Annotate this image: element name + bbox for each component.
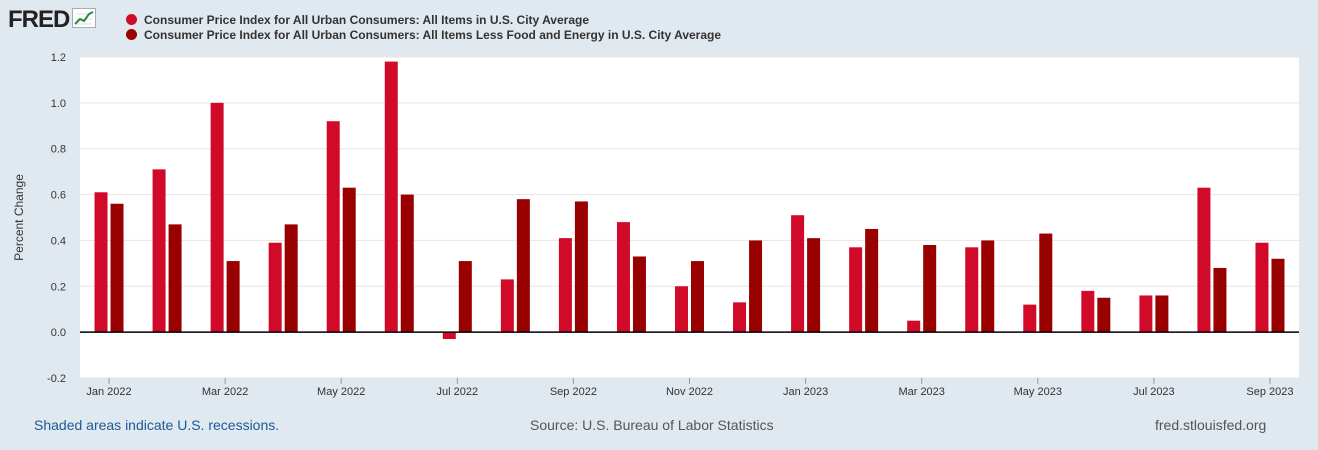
y-tick-label: 0.8: [51, 144, 66, 156]
x-tick-label: May 2023: [1014, 386, 1062, 398]
bar-series1[interactable]: [733, 302, 747, 333]
bar-series1[interactable]: [558, 238, 572, 333]
bars: [94, 61, 1285, 340]
bar-series2[interactable]: [749, 240, 763, 333]
bar-series1[interactable]: [1081, 290, 1095, 333]
line-chart-icon: [72, 7, 97, 33]
bar-series2[interactable]: [807, 238, 821, 333]
legend-label-series1: Consumer Price Index for All Urban Consu…: [144, 12, 589, 27]
x-tick-label: Sep 2022: [550, 386, 597, 398]
bar-series1[interactable]: [1255, 242, 1269, 333]
legend-item-series2[interactable]: Consumer Price Index for All Urban Consu…: [126, 27, 721, 42]
bar-series2[interactable]: [516, 199, 530, 333]
y-tick-label: 1.2: [51, 52, 66, 64]
bar-series2[interactable]: [1271, 258, 1285, 333]
bar-series2[interactable]: [110, 203, 124, 333]
bar-series2[interactable]: [1155, 295, 1169, 333]
bar-series1[interactable]: [907, 320, 921, 333]
bar-series1[interactable]: [1197, 187, 1211, 333]
y-axis-ticks: -0.2 0.0 0.2 0.4 0.6 0.8 1.0 1.2: [47, 52, 66, 385]
legend-marker-series2: [126, 29, 137, 40]
bar-series2[interactable]: [226, 261, 240, 333]
recession-note: Shaded areas indicate U.S. recessions.: [34, 417, 280, 433]
chart-legend: Consumer Price Index for All Urban Consu…: [126, 12, 721, 42]
y-tick-label: 1.0: [51, 98, 66, 110]
bar-series2[interactable]: [691, 261, 704, 333]
bar-series1[interactable]: [442, 332, 456, 340]
bar-series1[interactable]: [675, 286, 688, 333]
x-tick-label: Nov 2022: [666, 386, 713, 398]
fred-logo[interactable]: FRED: [8, 6, 97, 33]
source-note: Source: U.S. Bureau of Labor Statistics: [530, 417, 774, 433]
x-tick-label: Jul 2023: [1133, 386, 1175, 398]
bar-series2[interactable]: [1039, 233, 1053, 333]
y-tick-label: -0.2: [47, 373, 66, 385]
x-tick-label: Mar 2022: [202, 386, 248, 398]
bar-series2[interactable]: [400, 194, 414, 333]
bar-series1[interactable]: [210, 102, 224, 333]
bar-series1[interactable]: [384, 61, 398, 333]
chart-header: FRED Consumer Price Index for All Urban …: [0, 0, 1318, 50]
legend-item-series1[interactable]: Consumer Price Index for All Urban Consu…: [126, 12, 721, 27]
bar-series1[interactable]: [849, 247, 863, 333]
y-tick-label: 0.6: [51, 190, 66, 202]
y-tick-label: 0.4: [51, 235, 66, 247]
x-tick-label: Jul 2022: [437, 386, 479, 398]
y-axis-label: Percent Change: [12, 174, 26, 261]
bar-series2[interactable]: [168, 224, 182, 333]
x-tick-label: Sep 2023: [1246, 386, 1293, 398]
bar-series2[interactable]: [632, 256, 646, 333]
x-tick-label: Jan 2022: [86, 386, 131, 398]
bar-series2[interactable]: [1097, 297, 1111, 333]
bar-series2[interactable]: [284, 224, 298, 333]
bar-series1[interactable]: [268, 242, 282, 333]
bar-series1[interactable]: [94, 192, 108, 333]
x-tick-label: May 2022: [317, 386, 365, 398]
bar-series2[interactable]: [342, 187, 356, 333]
bar-series2[interactable]: [574, 201, 588, 333]
bar-series1[interactable]: [152, 169, 166, 333]
legend-label-series2: Consumer Price Index for All Urban Consu…: [144, 27, 722, 42]
bar-series1[interactable]: [616, 222, 630, 333]
x-tick-label: Mar 2023: [898, 386, 944, 398]
bar-series2[interactable]: [865, 228, 879, 333]
bar-series2[interactable]: [923, 245, 937, 333]
bar-series1[interactable]: [965, 247, 979, 333]
plot-background: [80, 57, 1299, 378]
bar-series1[interactable]: [326, 121, 340, 333]
gridlines: [80, 56, 1299, 379]
bar-series2[interactable]: [1213, 267, 1227, 333]
x-axis-ticks: Jan 2022 Mar 2022 May 2022 Jul 2022 Sep 2022…: [86, 378, 1294, 398]
bar-series2[interactable]: [981, 240, 995, 333]
y-tick-label: 0.0: [51, 327, 66, 339]
legend-marker-series1: [126, 14, 137, 25]
logo-text: FRED: [8, 6, 70, 33]
bar-series2[interactable]: [458, 261, 472, 333]
bar-series1[interactable]: [500, 279, 514, 333]
site-link[interactable]: fred.stlouisfed.org: [1155, 417, 1267, 433]
y-tick-label: 0.2: [51, 281, 66, 293]
bar-series1[interactable]: [1023, 304, 1037, 333]
bar-series1[interactable]: [1139, 295, 1153, 333]
x-tick-label: Jan 2023: [783, 386, 828, 398]
bar-series1[interactable]: [791, 215, 805, 333]
